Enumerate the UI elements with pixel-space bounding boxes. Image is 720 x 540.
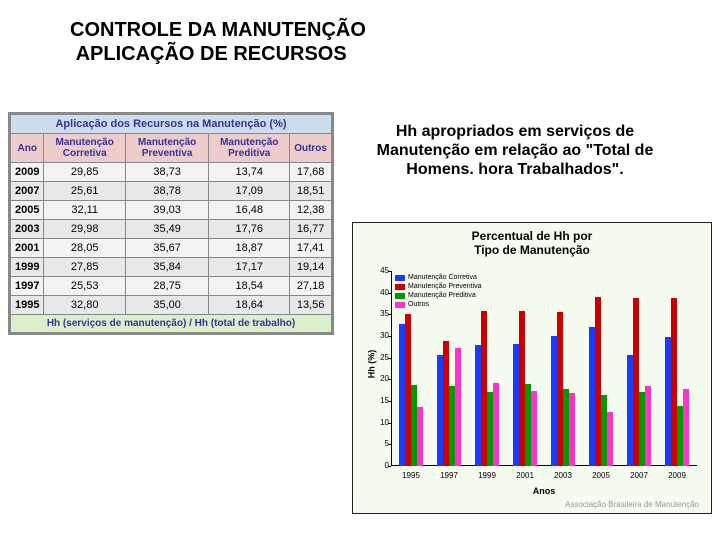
table-col-header: Manutenção Preventiva	[125, 134, 208, 163]
y-tick-label: 15	[369, 396, 389, 405]
table-col-header: Outros	[290, 134, 332, 163]
table-cell: 35,84	[125, 258, 208, 277]
table-cell: 17,68	[290, 163, 332, 182]
subtitle-text: Hh apropriados em serviços de Manutenção…	[355, 122, 675, 180]
table-row: 200329,9835,4917,7616,77	[11, 220, 332, 239]
table-cell: 17,76	[209, 220, 290, 239]
table-cell: 29,98	[44, 220, 125, 239]
x-tick-label: 2007	[630, 471, 648, 480]
x-tick-label: 2003	[554, 471, 572, 480]
page-title: CONTROLE DA MANUTENÇÃO APLICAÇÃO DE RECU…	[70, 18, 366, 66]
table-cell: 25,61	[44, 182, 125, 201]
table-cell: 19,14	[290, 258, 332, 277]
table-cell: 18,51	[290, 182, 332, 201]
chart-bar	[683, 389, 689, 466]
x-axis-label: Anos	[391, 486, 697, 496]
table-cell: 18,87	[209, 239, 290, 258]
chart-footer-note: Associação Brasileira de Manutenção	[565, 500, 699, 509]
table-cell: 18,54	[209, 277, 290, 296]
table-cell: 17,17	[209, 258, 290, 277]
table-cell: 17,09	[209, 182, 290, 201]
table-row: 200532,1139,0316,4812,38	[11, 201, 332, 220]
table-cell: 2003	[11, 220, 44, 239]
chart-title: Percentual de Hh por Tipo de Manutenção	[353, 229, 711, 258]
x-tick-label: 2009	[668, 471, 686, 480]
y-tick-label: 0	[369, 461, 389, 470]
table-main-header: Aplicação dos Recursos na Manutenção (%)	[11, 115, 332, 134]
table-cell: 35,49	[125, 220, 208, 239]
x-tick-label: 1997	[440, 471, 458, 480]
bar-chart: Percentual de Hh por Tipo de Manutenção …	[352, 222, 712, 514]
y-tick-label: 30	[369, 331, 389, 340]
table-row: 200128,0535,6718,8717,41	[11, 239, 332, 258]
y-tick-label: 35	[369, 309, 389, 318]
title-line-2: APLICAÇÃO DE RECURSOS	[76, 43, 347, 65]
table-cell: 29,85	[44, 163, 125, 182]
x-tick-label: 1999	[478, 471, 496, 480]
table-row: 199532,8035,0018,6413,56	[11, 296, 332, 315]
x-tick-label: 2005	[592, 471, 610, 480]
table-cell: 16,77	[290, 220, 332, 239]
table-cell: 1995	[11, 296, 44, 315]
table-col-header: Manutenção Corretiva	[44, 134, 125, 163]
table-cell: 28,75	[125, 277, 208, 296]
y-tick-label: 45	[369, 266, 389, 275]
table-cell: 13,74	[209, 163, 290, 182]
table-cell: 27,18	[290, 277, 332, 296]
y-axis-line	[391, 271, 392, 466]
table-col-header: Ano	[11, 134, 44, 163]
table-column-headers: AnoManutenção CorretivaManutenção Preven…	[11, 134, 332, 163]
y-tick-label: 20	[369, 374, 389, 383]
table-cell: 39,03	[125, 201, 208, 220]
table-footer: Hh (serviços de manutenção) / Hh (total …	[11, 315, 332, 333]
table-cell: 18,64	[209, 296, 290, 315]
table-row: 199725,5328,7518,5427,18	[11, 277, 332, 296]
chart-bar	[417, 407, 423, 466]
y-tick-label: 40	[369, 288, 389, 297]
y-tick-label: 5	[369, 439, 389, 448]
table-cell: 32,11	[44, 201, 125, 220]
title-line-1: CONTROLE DA MANUTENÇÃO	[70, 19, 366, 41]
x-tick-label: 1995	[402, 471, 420, 480]
table-cell: 13,56	[290, 296, 332, 315]
table-cell: 35,67	[125, 239, 208, 258]
table-cell: 27,85	[44, 258, 125, 277]
table-cell: 25,53	[44, 277, 125, 296]
table-cell: 2007	[11, 182, 44, 201]
table-cell: 1997	[11, 277, 44, 296]
table-cell: 16,48	[209, 201, 290, 220]
table-cell: 35,00	[125, 296, 208, 315]
chart-bar	[569, 393, 575, 466]
chart-bar	[607, 412, 613, 466]
table-cell: 2009	[11, 163, 44, 182]
table-cell: 17,41	[290, 239, 332, 258]
table-body: 200929,8538,7313,7417,68200725,6138,7817…	[11, 163, 332, 315]
chart-bar	[531, 391, 537, 466]
table-col-header: Manutenção Preditiva	[209, 134, 290, 163]
chart-plot-area: Hh (%) Anos 0510152025303540451995199719…	[391, 271, 697, 466]
table-row: 200929,8538,7313,7417,68	[11, 163, 332, 182]
table-row: 200725,6138,7817,0918,51	[11, 182, 332, 201]
table-cell: 12,38	[290, 201, 332, 220]
table-row: 199927,8535,8417,1719,14	[11, 258, 332, 277]
y-tick-label: 25	[369, 353, 389, 362]
chart-bar	[455, 348, 461, 466]
resources-table: Aplicação dos Recursos na Manutenção (%)…	[8, 112, 334, 335]
table-cell: 28,05	[44, 239, 125, 258]
y-tick-label: 10	[369, 418, 389, 427]
table-cell: 38,78	[125, 182, 208, 201]
table-cell: 1999	[11, 258, 44, 277]
chart-bar	[645, 386, 651, 466]
table-cell: 32,80	[44, 296, 125, 315]
table-cell: 2001	[11, 239, 44, 258]
table-cell: 2005	[11, 201, 44, 220]
table-cell: 38,73	[125, 163, 208, 182]
x-tick-label: 2001	[516, 471, 534, 480]
chart-bar	[493, 383, 499, 466]
